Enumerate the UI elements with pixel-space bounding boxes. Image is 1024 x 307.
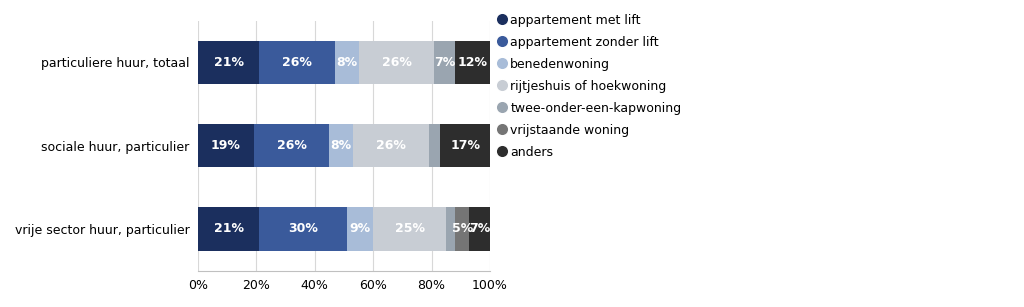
Text: 26%: 26% xyxy=(382,56,412,69)
Text: 19%: 19% xyxy=(211,139,241,152)
Bar xyxy=(254,124,330,167)
Text: 26%: 26% xyxy=(276,139,306,152)
Bar xyxy=(335,41,358,84)
Text: 26%: 26% xyxy=(283,56,312,69)
Bar xyxy=(469,207,489,251)
Text: 30%: 30% xyxy=(288,223,318,235)
Bar xyxy=(259,41,335,84)
Text: 21%: 21% xyxy=(214,56,244,69)
Text: 5%: 5% xyxy=(452,223,473,235)
Bar xyxy=(347,207,373,251)
Text: 9%: 9% xyxy=(349,223,371,235)
Text: 7%: 7% xyxy=(434,56,456,69)
Bar xyxy=(198,207,259,251)
Bar xyxy=(373,207,446,251)
Bar xyxy=(440,124,489,167)
Legend: appartement met lift, appartement zonder lift, benedenwoning, rijtjeshuis of hoe: appartement met lift, appartement zonder… xyxy=(499,14,681,159)
Bar xyxy=(455,41,489,84)
Bar xyxy=(198,41,259,84)
Bar xyxy=(429,124,440,167)
Text: 7%: 7% xyxy=(469,223,490,235)
Text: 12%: 12% xyxy=(458,56,487,69)
Text: 8%: 8% xyxy=(331,139,351,152)
Bar xyxy=(446,207,455,251)
Text: 17%: 17% xyxy=(451,139,480,152)
Bar xyxy=(352,124,429,167)
Bar xyxy=(259,207,347,251)
Text: 21%: 21% xyxy=(214,223,244,235)
Bar xyxy=(434,41,455,84)
Bar xyxy=(330,124,352,167)
Bar xyxy=(455,207,469,251)
Text: 26%: 26% xyxy=(376,139,406,152)
Bar xyxy=(198,124,254,167)
Text: 25%: 25% xyxy=(394,223,425,235)
Text: 8%: 8% xyxy=(336,56,357,69)
Bar xyxy=(358,41,434,84)
